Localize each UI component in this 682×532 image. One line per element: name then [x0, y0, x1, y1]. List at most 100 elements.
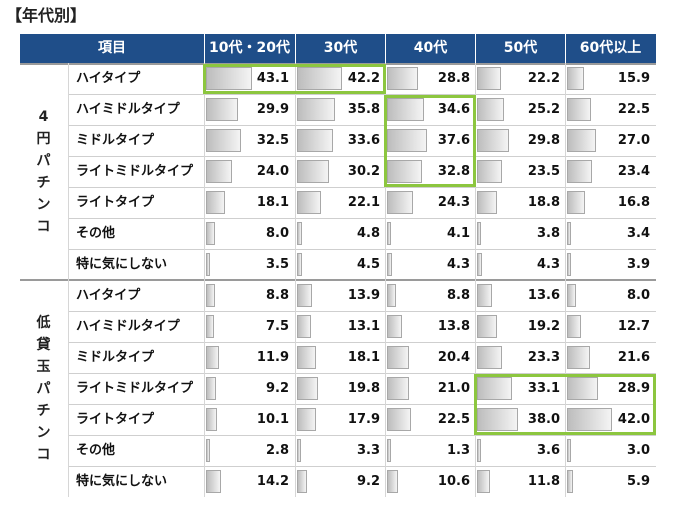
- row-label: ミドルタイプ: [76, 350, 155, 365]
- header-column-1: 30代: [295, 34, 386, 63]
- row-divider: [68, 435, 656, 436]
- value-bar: [297, 222, 303, 245]
- value-bar: [567, 439, 571, 462]
- value-bar: [477, 191, 498, 214]
- row-label: ハイミドルタイプ: [76, 319, 180, 334]
- row-divider: [68, 94, 656, 95]
- value-cell: 3.9: [565, 249, 656, 280]
- value-cell: 24.0: [204, 156, 295, 187]
- row-label: 特に気にしない: [76, 257, 168, 272]
- value-text: 11.9: [256, 350, 289, 365]
- value-bar: [567, 470, 574, 493]
- row-divider: [68, 187, 656, 188]
- value-text: 8.8: [265, 288, 289, 303]
- value-bar: [387, 160, 422, 183]
- value-text: 8.0: [265, 226, 289, 241]
- value-cell: 32.5: [204, 125, 295, 156]
- value-cell: 21.6: [565, 342, 656, 373]
- value-text: 30.2: [347, 164, 380, 179]
- value-bar: [387, 284, 397, 307]
- value-cell: 23.4: [565, 156, 656, 187]
- value-text: 13.9: [347, 288, 380, 303]
- value-text: 19.8: [347, 381, 380, 396]
- header-item: 項目: [20, 34, 204, 63]
- value-bar: [206, 346, 219, 369]
- value-text: 12.7: [617, 319, 650, 334]
- value-text: 22.1: [347, 195, 380, 210]
- value-text: 17.9: [347, 412, 380, 427]
- column-divider: [565, 63, 566, 497]
- value-text: 3.4: [626, 226, 650, 241]
- group-divider: [20, 279, 656, 281]
- value-bar: [387, 408, 411, 431]
- value-bar: [206, 191, 226, 214]
- value-text: 33.1: [527, 381, 560, 396]
- group-label: 4円パチンコ: [20, 63, 67, 280]
- value-cell: 17.9: [295, 404, 386, 435]
- value-bar: [567, 284, 576, 307]
- value-text: 28.9: [617, 381, 650, 396]
- value-text: 13.8: [437, 319, 470, 334]
- value-text: 38.0: [527, 412, 560, 427]
- value-cell: 4.1: [385, 218, 476, 249]
- header-column-3: 50代: [475, 34, 566, 63]
- value-text: 29.9: [256, 102, 289, 117]
- group-label: 低貸玉パチンコ: [20, 280, 67, 497]
- value-bar: [567, 191, 585, 214]
- value-text: 42.0: [617, 412, 650, 427]
- value-cell: 1.3: [385, 435, 476, 466]
- value-text: 10.1: [256, 412, 289, 427]
- value-bar: [477, 346, 502, 369]
- value-bar: [477, 315, 498, 338]
- value-bar: [477, 470, 490, 493]
- row-divider: [68, 404, 656, 405]
- row-label: 特に気にしない: [76, 474, 168, 489]
- column-divider: [68, 63, 69, 497]
- value-text: 10.6: [437, 474, 470, 489]
- value-bar: [387, 377, 410, 400]
- value-cell: 29.9: [204, 94, 295, 125]
- value-text: 13.1: [347, 319, 380, 334]
- value-bar: [387, 222, 392, 245]
- row-label: その他: [76, 226, 116, 241]
- row-label: ハイタイプ: [76, 71, 141, 86]
- row-divider: [68, 125, 656, 126]
- value-cell: 2.8: [204, 435, 295, 466]
- value-text: 22.5: [617, 102, 650, 117]
- value-text: 43.1: [256, 71, 289, 86]
- value-bar: [387, 129, 428, 152]
- value-cell: 11.8: [475, 466, 566, 497]
- value-text: 23.3: [527, 350, 560, 365]
- value-cell: 3.8: [475, 218, 566, 249]
- value-cell: 35.8: [295, 94, 386, 125]
- value-bar: [206, 377, 216, 400]
- value-bar: [567, 129, 596, 152]
- value-text: 2.8: [265, 443, 289, 458]
- value-bar: [297, 98, 336, 121]
- value-cell: 18.8: [475, 187, 566, 218]
- value-text: 9.2: [356, 474, 380, 489]
- row-label: ミドルタイプ: [76, 133, 155, 148]
- value-bar: [206, 67, 252, 90]
- value-text: 25.2: [527, 102, 560, 117]
- value-text: 18.8: [527, 195, 560, 210]
- value-cell: 3.0: [565, 435, 656, 466]
- value-text: 3.9: [626, 257, 650, 272]
- value-bar: [206, 129, 241, 152]
- value-text: 1.3: [446, 443, 470, 458]
- value-text: 4.3: [536, 257, 560, 272]
- page-title: 【年代別】: [6, 6, 87, 25]
- value-bar: [206, 253, 210, 276]
- value-bar: [206, 408, 217, 431]
- value-bar: [477, 284, 492, 307]
- value-cell: 21.0: [385, 373, 476, 404]
- header-divider: [475, 34, 476, 63]
- row-label: その他: [76, 443, 116, 458]
- value-bar: [387, 253, 392, 276]
- value-bar: [206, 160, 232, 183]
- value-cell: 18.1: [204, 187, 295, 218]
- column-divider: [385, 63, 386, 497]
- value-cell: 33.6: [295, 125, 386, 156]
- value-bar: [387, 191, 413, 214]
- value-cell: 16.8: [565, 187, 656, 218]
